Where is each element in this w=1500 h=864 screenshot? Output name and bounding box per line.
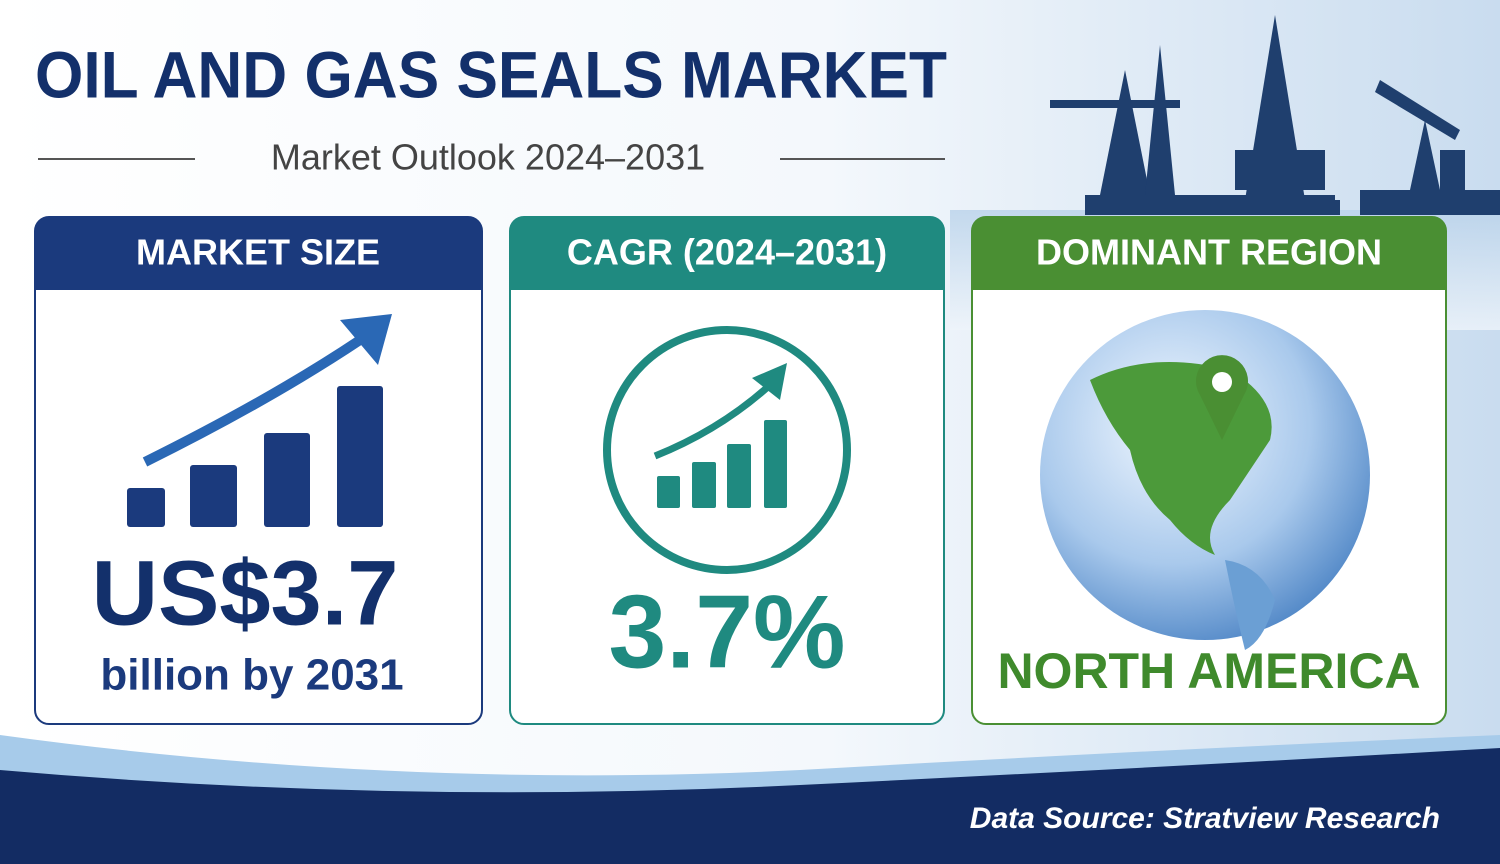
card-value: 3.7%: [608, 574, 845, 690]
card-heading: MARKET SIZE: [136, 232, 380, 273]
pin-dot: [1212, 372, 1232, 392]
arrow-head: [752, 363, 787, 400]
continent: [1225, 560, 1275, 650]
card-header: [35, 217, 482, 290]
card-heading: CAGR (2024–2031): [567, 232, 887, 273]
card-value: NORTH AMERICA: [997, 643, 1420, 699]
title: OIL AND GAS SEALS MARKET: [35, 37, 947, 111]
card: [34, 216, 483, 725]
wave-dark: [0, 748, 1500, 864]
card-caption: billion by 2031: [100, 651, 403, 700]
subtitle: Market Outlook 2024–2031: [271, 137, 705, 178]
location-pin: [1196, 355, 1248, 440]
growth-icon: [657, 420, 787, 508]
growth-icon: [127, 386, 383, 527]
source: Data Source: Stratview Research: [970, 802, 1440, 835]
card-heading: DOMINANT REGION: [1036, 232, 1382, 273]
card-value: US$3.7: [92, 542, 399, 644]
arrow-head: [340, 314, 392, 365]
card-header: [972, 217, 1446, 290]
oil-rigs: [1050, 15, 1500, 215]
arrow: [653, 382, 773, 460]
card-header: [510, 217, 944, 290]
icon-ring: [603, 326, 851, 574]
arrow: [142, 335, 363, 467]
